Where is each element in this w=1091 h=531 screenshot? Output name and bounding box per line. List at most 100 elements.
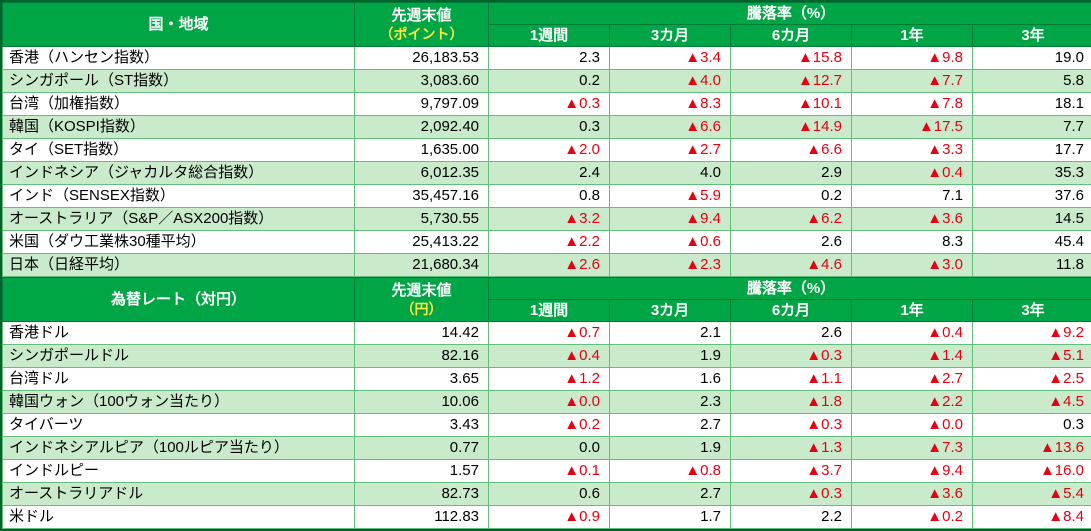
last-week-value: 0.77 <box>354 436 489 460</box>
change-value: ▲12.7 <box>730 69 852 93</box>
table-row: 香港ドル 14.42 ▲0.7 2.1 2.6 ▲0.4 ▲9.2 <box>2 321 1091 345</box>
change-value: 37.6 <box>972 184 1091 208</box>
change-value: ▲3.7 <box>730 459 852 483</box>
row-label: 米ドル <box>2 505 355 529</box>
change-value: ▲0.3 <box>730 413 852 437</box>
change-value: ▲3.3 <box>851 138 973 162</box>
change-value: ▲15.8 <box>730 46 852 70</box>
change-value: ▲17.5 <box>851 115 973 139</box>
change-value: 4.0 <box>609 161 731 185</box>
table-row: タイ（SET指数） 1,635.00 ▲2.0 ▲2.7 ▲6.6 ▲3.3 17.7 <box>2 138 1091 162</box>
table-row: インドネシアルピア（100ルピア当たり） 0.77 0.0 1.9 ▲1.3 ▲7.3 ▲1… <box>2 436 1091 460</box>
change-value: ▲6.6 <box>730 138 852 162</box>
last-week-value: 1,635.00 <box>354 138 489 162</box>
change-value: ▲14.9 <box>730 115 852 139</box>
change-value: 2.4 <box>488 161 610 185</box>
table-row: 台湾（加権指数） 9,797.09 ▲0.3 ▲8.3 ▲10.1 ▲7.8 18.1 <box>2 92 1091 116</box>
last-week-value: 5,730.55 <box>354 207 489 231</box>
change-value: ▲7.3 <box>851 436 973 460</box>
change-value: ▲0.4 <box>851 161 973 185</box>
table-row: シンガポールドル 82.16 ▲0.4 1.9 ▲0.3 ▲1.4 ▲5.1 <box>2 344 1091 368</box>
change-value: ▲4.6 <box>730 253 852 277</box>
last-week-value: 14.42 <box>354 321 489 345</box>
change-value: ▲7.7 <box>851 69 973 93</box>
change-value: ▲7.8 <box>851 92 973 116</box>
change-value: 1.6 <box>609 367 731 391</box>
last-week-value: 82.16 <box>354 344 489 368</box>
period-header-3year: 3年 <box>972 299 1091 322</box>
table-row: タイバーツ 3.43 ▲0.2 2.7 ▲0.3 ▲0.0 0.3 <box>2 413 1091 437</box>
change-value: 0.3 <box>488 115 610 139</box>
value-header-label: 先週末値 <box>391 6 452 24</box>
change-value: 7.1 <box>851 184 973 208</box>
value-header-unit: （円） <box>400 300 443 317</box>
table-row: インドネシア（ジャカルタ総合指数） 6,012.35 2.4 4.0 2.9 ▲0.4 35… <box>2 161 1091 185</box>
table-row: 韓国ウォン（100ウォン当たり） 10.06 ▲0.0 2.3 ▲1.8 ▲2.2 ▲4.5 <box>2 390 1091 414</box>
fx-table-body: 香港ドル 14.42 ▲0.7 2.1 2.6 ▲0.4 ▲9.2 シンガポールドル 82.16… <box>2 321 1091 529</box>
fx-rate-table: 為替レート（対円） 先週末値 （円） 騰落率（%） 1週間 3カ月 6カ月 1年… <box>2 277 1091 529</box>
last-week-value: 1.57 <box>354 459 489 483</box>
change-value: ▲3.0 <box>851 253 973 277</box>
change-value: 1.9 <box>609 344 731 368</box>
change-value: 0.6 <box>488 482 610 506</box>
change-value: ▲6.2 <box>730 207 852 231</box>
change-value: ▲0.4 <box>488 344 610 368</box>
change-value: ▲13.6 <box>972 436 1091 460</box>
row-label: シンガポールドル <box>2 344 355 368</box>
period-header-3month: 3カ月 <box>609 24 731 47</box>
table-row: 米国（ダウ工業株30種平均） 25,413.22 ▲2.2 ▲0.6 2.6 8.3 45.… <box>2 230 1091 254</box>
last-week-value: 3.43 <box>354 413 489 437</box>
change-value: ▲2.7 <box>851 367 973 391</box>
change-value: ▲0.4 <box>851 321 973 345</box>
change-value: 2.7 <box>609 413 731 437</box>
change-value: ▲5.9 <box>609 184 731 208</box>
change-value: ▲0.9 <box>488 505 610 529</box>
change-value: ▲4.0 <box>609 69 731 93</box>
value-header-label: 先週末値 <box>391 281 452 299</box>
change-value: ▲0.8 <box>609 459 731 483</box>
change-value: ▲1.4 <box>851 344 973 368</box>
row-label: タイ（SET指数） <box>2 138 355 162</box>
last-week-value: 3,083.60 <box>354 69 489 93</box>
change-value: ▲2.2 <box>851 390 973 414</box>
table-row: 米ドル 112.83 ▲0.9 1.7 2.2 ▲0.2 ▲8.4 <box>2 505 1091 529</box>
table-row: シンガポール（ST指数） 3,083.60 0.2 ▲4.0 ▲12.7 ▲7.7 5.8 <box>2 69 1091 93</box>
change-value: ▲9.4 <box>851 459 973 483</box>
table-row: インド（SENSEX指数） 35,457.16 0.8 ▲5.9 0.2 7.1 37.6 <box>2 184 1091 208</box>
row-label: 台湾（加権指数） <box>2 92 355 116</box>
change-value: 17.7 <box>972 138 1091 162</box>
change-value: ▲0.6 <box>609 230 731 254</box>
change-value: 0.2 <box>488 69 610 93</box>
period-header-1week: 1週間 <box>488 299 610 322</box>
change-value: ▲0.3 <box>730 482 852 506</box>
stock-table-body: 香港（ハンセン指数） 26,183.53 2.3 ▲3.4 ▲15.8 ▲9.8 19.0 シ… <box>2 46 1091 277</box>
change-value: 0.0 <box>488 436 610 460</box>
change-value: ▲0.7 <box>488 321 610 345</box>
change-value: ▲0.2 <box>851 505 973 529</box>
table-row: オーストラリア（S&P／ASX200指数） 5,730.55 ▲3.2 ▲9.4 ▲6.… <box>2 207 1091 231</box>
change-value: ▲1.3 <box>730 436 852 460</box>
change-value: ▲5.4 <box>972 482 1091 506</box>
change-value: ▲2.7 <box>609 138 731 162</box>
change-value: 0.2 <box>730 184 852 208</box>
change-value: 1.7 <box>609 505 731 529</box>
change-value: ▲3.6 <box>851 207 973 231</box>
table-row: 台湾ドル 3.65 ▲1.2 1.6 ▲1.1 ▲2.7 ▲2.5 <box>2 367 1091 391</box>
change-value: 14.5 <box>972 207 1091 231</box>
row-label: タイバーツ <box>2 413 355 437</box>
change-value: 2.1 <box>609 321 731 345</box>
row-label: インドネシア（ジャカルタ総合指数） <box>2 161 355 185</box>
change-value: ▲2.0 <box>488 138 610 162</box>
period-header-3month: 3カ月 <box>609 299 731 322</box>
last-week-value: 26,183.53 <box>354 46 489 70</box>
last-week-value: 2,092.40 <box>354 115 489 139</box>
change-rate-header: 騰落率（%） <box>488 277 1091 300</box>
row-label: 米国（ダウ工業株30種平均） <box>2 230 355 254</box>
last-week-value: 21,680.34 <box>354 253 489 277</box>
row-label: インド（SENSEX指数） <box>2 184 355 208</box>
row-label: オーストラリア（S&P／ASX200指数） <box>2 207 355 231</box>
change-value: 1.9 <box>609 436 731 460</box>
change-value: 19.0 <box>972 46 1091 70</box>
last-week-value: 9,797.09 <box>354 92 489 116</box>
period-header-6month: 6カ月 <box>730 299 852 322</box>
